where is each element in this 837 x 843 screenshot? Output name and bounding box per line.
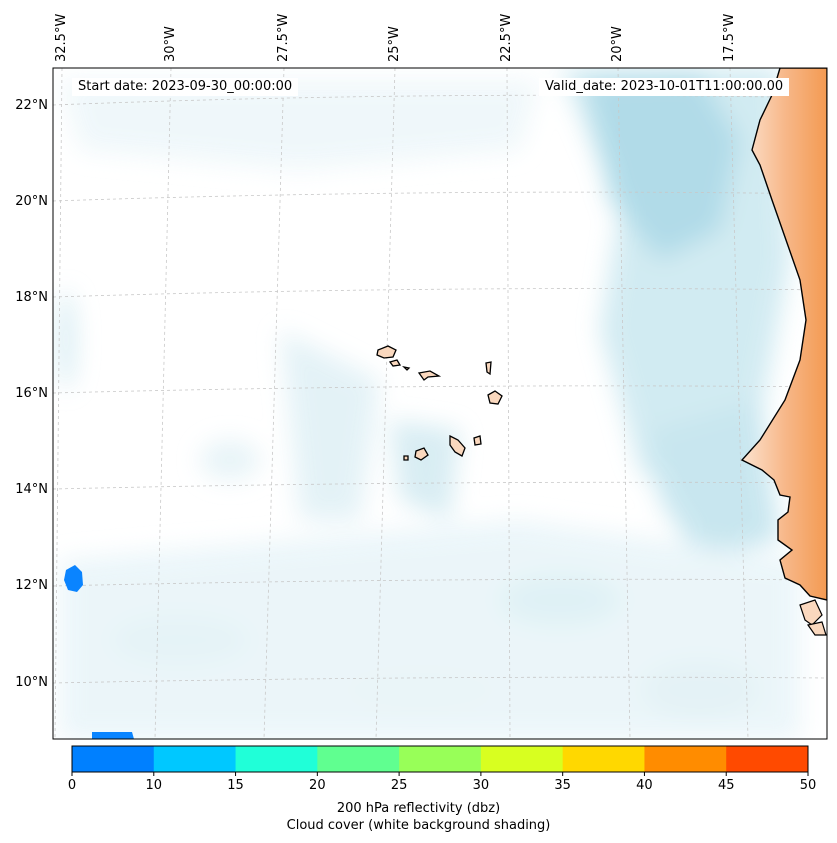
- map-frame: [52, 67, 828, 740]
- colorbar-segment: [317, 746, 400, 772]
- reflectivity-cell: [92, 732, 134, 739]
- lon-label: 20°W: [610, 26, 625, 62]
- colorbar-segment: [562, 746, 645, 772]
- colorbar-tick-label: 50: [799, 778, 817, 793]
- lat-label: 14°N: [15, 482, 48, 497]
- colorbar-label: 200 hPa reflectivity (dbz): [336, 801, 501, 816]
- cape-verde-islands: [376, 345, 503, 461]
- lon-label: 27.5°W: [276, 13, 291, 62]
- colorbar-segment: [72, 746, 155, 772]
- colorbar-sublabel: Cloud cover (white background shading): [286, 818, 551, 833]
- lat-label: 20°N: [15, 194, 48, 209]
- lat-label: 16°N: [15, 386, 48, 401]
- lon-label: 25°W: [387, 26, 402, 62]
- lat-label: 10°N: [15, 675, 48, 690]
- valid-date-label: Valid_date: 2023-10-01T11:00:00.00: [539, 78, 790, 96]
- lat-label: 18°N: [15, 290, 48, 305]
- island-maio: [473, 435, 482, 446]
- colorbar-tick-label: 35: [554, 778, 571, 793]
- colorbar-tick-label: 20: [309, 778, 326, 793]
- lon-label: 32.5°W: [54, 13, 69, 62]
- colorbar-tick-label: 10: [145, 778, 163, 793]
- colorbar-tick-label: 40: [636, 778, 653, 793]
- island-santa-luzia: [402, 365, 411, 371]
- colorbar-segment: [399, 746, 482, 772]
- lon-label: 30°W: [163, 26, 178, 62]
- lon-label: 22.5°W: [499, 13, 514, 62]
- island-sal: [485, 361, 492, 376]
- island-brava: [403, 455, 409, 461]
- colorbar-tick-label: 30: [472, 778, 490, 793]
- colorbar-segment: [235, 746, 318, 772]
- reflectivity-cell: [64, 565, 83, 592]
- lat-label: 12°N: [15, 578, 48, 593]
- graticule: [53, 68, 827, 739]
- lat-label: 22°N: [15, 98, 48, 113]
- colorbar-segment: [644, 746, 727, 772]
- island-boa-vista: [487, 390, 503, 405]
- africa-coastline: [740, 68, 827, 636]
- colorbar-segment: [726, 746, 809, 772]
- island-sao-vicente: [388, 359, 402, 367]
- reflectivity-cells: [64, 565, 134, 739]
- lon-label: 17.5°W: [722, 13, 737, 62]
- island-santo-antao: [376, 345, 397, 359]
- colorbar-tick-label: 0: [67, 778, 77, 793]
- cloud-cover-layer: [56, 68, 800, 739]
- colorbar-segment: [480, 746, 564, 772]
- island-santiago: [449, 434, 466, 457]
- colorbar: [71, 745, 809, 776]
- island-sao-nicolau: [417, 370, 442, 381]
- colorbar-tick-label: 15: [227, 778, 244, 793]
- colorbar-frame: [71, 745, 809, 773]
- colorbar-tick-label: 25: [390, 778, 408, 793]
- start-date-label: Start date: 2023-09-30_00:00:00: [72, 78, 299, 96]
- island-fogo: [414, 447, 429, 461]
- colorbar-tick-label: 45: [717, 778, 735, 793]
- colorbar-segment: [153, 746, 237, 772]
